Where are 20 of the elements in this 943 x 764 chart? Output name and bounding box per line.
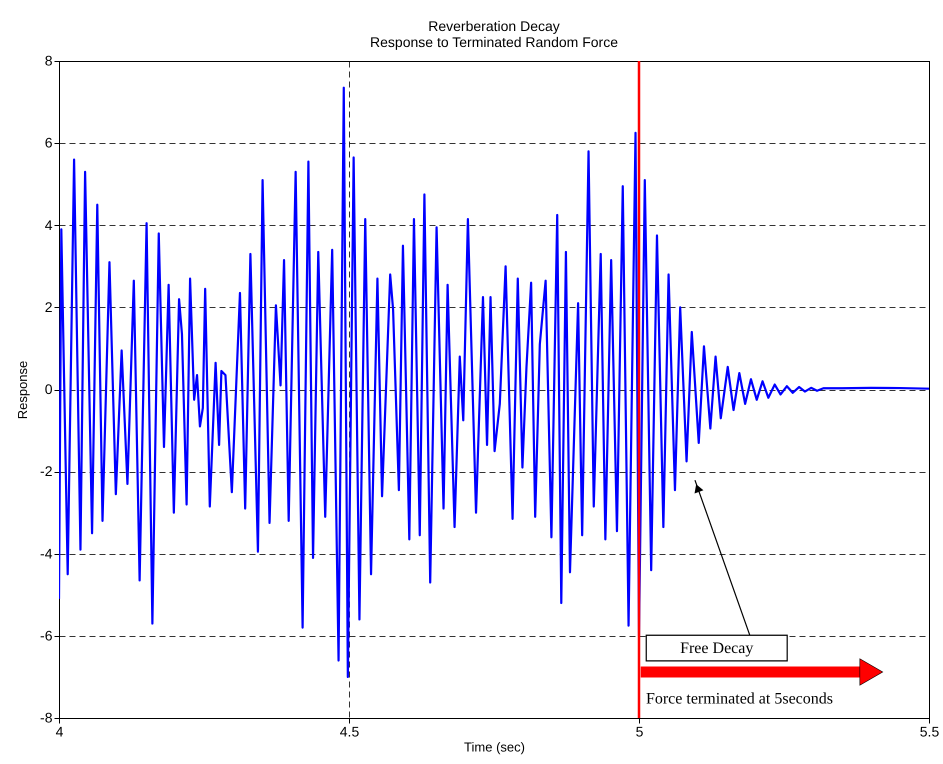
x-tick-label: 4 <box>56 724 64 740</box>
line-series <box>59 86 929 678</box>
chart-subtitle: Response to Terminated Random Force <box>370 34 618 50</box>
y-tick-label: 6 <box>44 134 53 151</box>
y-tick-label: 2 <box>44 298 53 315</box>
y-tick-label: -2 <box>40 463 53 480</box>
chart-title: Reverberation Decay <box>428 18 560 34</box>
annotation: Free Decay <box>680 640 754 658</box>
y-tick-label: 8 <box>44 52 53 68</box>
y-tick-label: 0 <box>44 381 53 397</box>
y-tick-label: 4 <box>44 216 53 233</box>
y-axis-title: Response <box>15 360 30 420</box>
x-axis-title: Time (sec) <box>464 740 525 754</box>
x-tick-label: 5 <box>636 724 644 740</box>
y-tick-label: -6 <box>40 627 53 644</box>
y-tick-label: -8 <box>40 710 53 726</box>
y-tick-label: -4 <box>40 545 53 562</box>
ref-line-label: Force terminated at 5seconds <box>646 690 834 708</box>
x-tick-label: 5.5 <box>920 724 940 740</box>
x-tick-label: 4.5 <box>340 724 360 740</box>
